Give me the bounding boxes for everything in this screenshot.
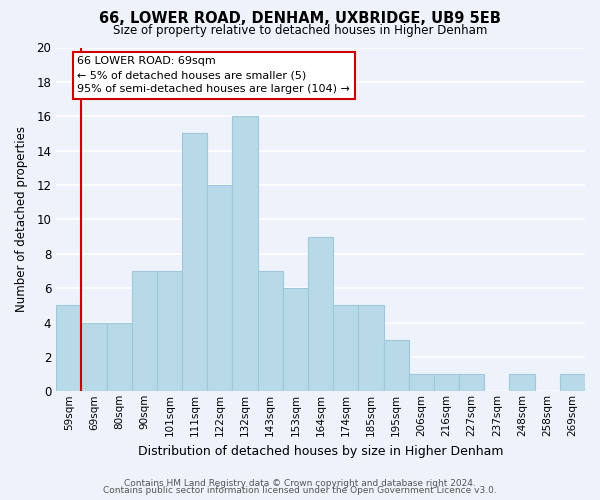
X-axis label: Distribution of detached houses by size in Higher Denham: Distribution of detached houses by size … (138, 444, 503, 458)
Text: Size of property relative to detached houses in Higher Denham: Size of property relative to detached ho… (113, 24, 487, 37)
Bar (459, 374, 484, 392)
Bar (383, 340, 409, 392)
Bar (207, 185, 232, 392)
Bar (56, 306, 82, 392)
Text: 66 LOWER ROAD: 69sqm
← 5% of detached houses are smaller (5)
95% of semi-detache: 66 LOWER ROAD: 69sqm ← 5% of detached ho… (77, 56, 350, 94)
Bar (409, 374, 434, 392)
Y-axis label: Number of detached properties: Number of detached properties (15, 126, 28, 312)
Bar (132, 271, 157, 392)
Bar (358, 306, 383, 392)
Text: Contains HM Land Registry data © Crown copyright and database right 2024.: Contains HM Land Registry data © Crown c… (124, 478, 476, 488)
Bar (560, 374, 585, 392)
Bar (82, 322, 107, 392)
Bar (257, 271, 283, 392)
Bar (509, 374, 535, 392)
Text: 66, LOWER ROAD, DENHAM, UXBRIDGE, UB9 5EB: 66, LOWER ROAD, DENHAM, UXBRIDGE, UB9 5E… (99, 11, 501, 26)
Bar (232, 116, 257, 392)
Bar (333, 306, 358, 392)
Bar (308, 236, 333, 392)
Bar (182, 134, 207, 392)
Text: Contains public sector information licensed under the Open Government Licence v3: Contains public sector information licen… (103, 486, 497, 495)
Bar (107, 322, 132, 392)
Bar (283, 288, 308, 392)
Bar (434, 374, 459, 392)
Bar (157, 271, 182, 392)
